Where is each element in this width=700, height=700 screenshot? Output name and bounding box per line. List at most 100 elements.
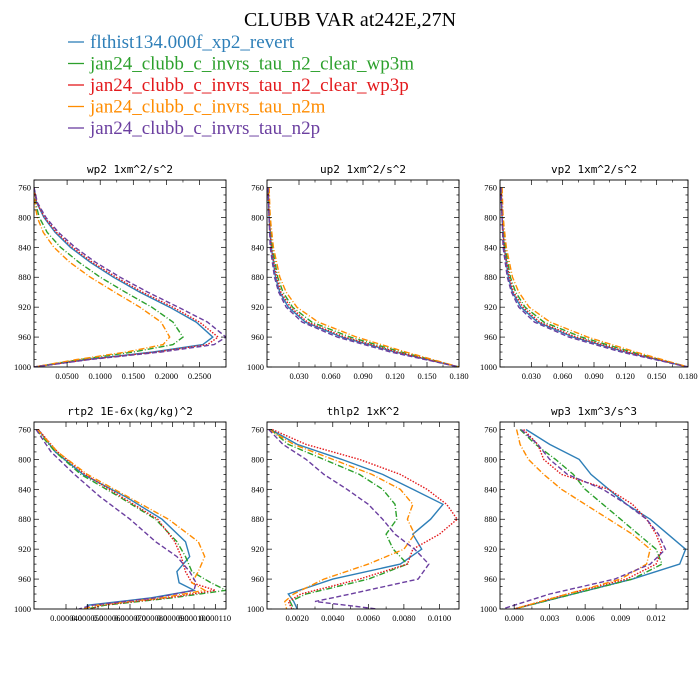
x-tick-label: 0.2500 <box>188 371 211 381</box>
series-line <box>34 187 171 367</box>
y-tick-label: 840 <box>484 242 497 252</box>
x-tick-label: 0.000 <box>505 613 524 623</box>
legend-label: jan24_clubb_c_invrs_tau_n2_clear_wp3p <box>89 75 409 96</box>
x-tick-label: 0.000100 <box>178 613 210 623</box>
chart-title: CLUBB VAR at242E,27N <box>244 9 456 31</box>
x-tick-label: 0.030 <box>289 371 308 381</box>
series-line <box>267 187 459 367</box>
x-tick-label: 0.1500 <box>122 371 145 381</box>
y-tick-label: 920 <box>251 302 264 312</box>
y-tick-label: 760 <box>484 182 497 192</box>
series-line <box>268 429 430 609</box>
series-line <box>37 429 216 609</box>
panel-title: rtp2 1E-6x(kg/kg)^2 <box>67 405 193 418</box>
y-tick-label: 880 <box>18 514 31 524</box>
series-line <box>270 428 409 609</box>
y-tick-label: 800 <box>18 454 31 464</box>
series-line <box>514 429 651 609</box>
y-tick-label: 800 <box>251 212 264 222</box>
y-tick-label: 800 <box>18 212 31 222</box>
y-tick-label: 840 <box>18 242 31 252</box>
y-tick-label: 840 <box>251 242 264 252</box>
y-tick-label: 880 <box>484 514 497 524</box>
y-tick-label: 760 <box>251 424 264 434</box>
series-line <box>34 187 214 367</box>
series-line <box>502 428 667 609</box>
legend-entry: jan24_clubb_c_invrs_tau_n2m <box>68 97 326 118</box>
x-tick-label: 0.0040 <box>321 613 344 623</box>
x-tick-label: 0.000060 <box>93 613 125 623</box>
y-tick-label: 760 <box>18 424 31 434</box>
panel: thlp2 1xK^2 760 800 840 880 920 960 1000 0.0020 0… <box>247 405 460 623</box>
x-tick-label: 0.006 <box>576 613 595 623</box>
legend-entry: flthist134.000f_xp2_revert <box>68 32 295 53</box>
legend-label: jan24_clubb_c_invrs_tau_n2p <box>89 118 320 139</box>
plot-frame <box>499 179 689 368</box>
series-line <box>34 187 184 367</box>
series-line <box>268 187 459 367</box>
x-tick-label: 0.000050 <box>71 613 103 623</box>
y-tick-label: 800 <box>484 212 497 222</box>
x-tick-label: 0.120 <box>616 371 635 381</box>
x-tick-label: 0.030 <box>522 371 541 381</box>
y-tick-label: 920 <box>251 544 264 554</box>
y-tick-label: 840 <box>251 484 264 494</box>
legend-label: jan24_clubb_c_invrs_tau_n2_clear_wp3m <box>89 54 414 75</box>
series-line <box>514 428 663 609</box>
y-tick-label: 760 <box>18 182 31 192</box>
series-line <box>514 429 663 609</box>
series-line <box>267 187 459 367</box>
legend: flthist134.000f_xp2_revertjan24_clubb_c_… <box>68 32 414 139</box>
panel-title: wp3 1xm^3/s^3 <box>551 405 637 418</box>
series-line <box>268 428 416 609</box>
panel: vp2 1xm^2/s^2 760 800 840 880 920 960 1000 0.030… <box>480 163 698 381</box>
y-tick-label: 1000 <box>14 362 31 372</box>
y-tick-label: 920 <box>484 302 497 312</box>
x-tick-label: 0.000070 <box>114 613 146 623</box>
legend-label: flthist134.000f_xp2_revert <box>90 32 295 53</box>
x-tick-label: 0.2000 <box>155 371 178 381</box>
series-line <box>270 428 445 609</box>
legend-entry: jan24_clubb_c_invrs_tau_n2p <box>68 118 320 139</box>
series-line <box>34 187 226 367</box>
x-tick-label: 0.0100 <box>428 613 451 623</box>
series-line <box>36 429 207 609</box>
plot-frame <box>266 421 460 610</box>
panel-title: wp2 1xm^2/s^2 <box>87 163 173 176</box>
y-tick-label: 840 <box>18 484 31 494</box>
y-tick-label: 960 <box>484 574 497 584</box>
legend-entry: jan24_clubb_c_invrs_tau_n2_clear_wp3m <box>68 54 414 75</box>
y-tick-label: 960 <box>251 574 264 584</box>
x-tick-label: 0.000110 <box>200 613 232 623</box>
x-tick-label: 0.000040 <box>50 613 82 623</box>
y-tick-label: 1000 <box>14 604 31 614</box>
y-tick-label: 920 <box>484 544 497 554</box>
x-tick-label: 0.000080 <box>135 613 167 623</box>
y-tick-label: 800 <box>251 454 264 464</box>
plot-frame <box>33 421 227 610</box>
x-tick-label: 0.150 <box>417 371 436 381</box>
panel: wp2 1xm^2/s^2 760 800 840 880 920 960 1000 0.050… <box>14 163 227 381</box>
legend-entry: jan24_clubb_c_invrs_tau_n2_clear_wp3p <box>68 75 409 96</box>
panel-title: vp2 1xm^2/s^2 <box>551 163 637 176</box>
x-tick-label: 0.120 <box>385 371 404 381</box>
y-tick-label: 960 <box>251 332 264 342</box>
panel-title: thlp2 1xK^2 <box>327 405 400 418</box>
series-line <box>500 187 688 367</box>
x-tick-label: 0.090 <box>353 371 372 381</box>
plot-frame <box>33 179 227 368</box>
y-tick-label: 800 <box>484 454 497 464</box>
y-tick-label: 960 <box>18 332 31 342</box>
series-line <box>34 187 220 367</box>
x-tick-label: 0.009 <box>611 613 630 623</box>
y-tick-label: 960 <box>18 574 31 584</box>
x-tick-label: 0.000090 <box>157 613 189 623</box>
y-tick-label: 880 <box>484 272 497 282</box>
y-tick-label: 880 <box>251 514 264 524</box>
series-line <box>267 187 459 367</box>
series-line <box>267 187 459 367</box>
plot-frame <box>499 421 689 610</box>
x-tick-label: 0.1000 <box>89 371 112 381</box>
panels-grid: wp2 1xm^2/s^2 760 800 840 880 920 960 1000 0.050… <box>14 163 698 623</box>
